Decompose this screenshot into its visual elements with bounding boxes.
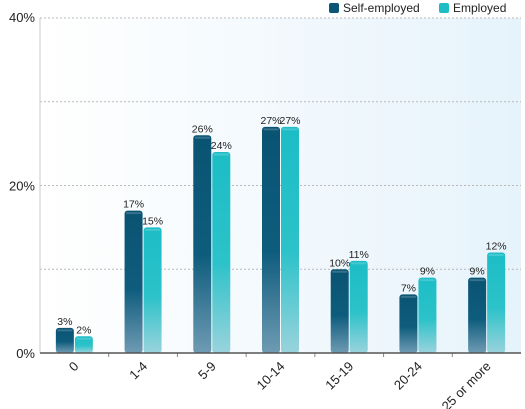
bar-rect bbox=[418, 277, 437, 353]
legend-employed: Employed bbox=[439, 1, 506, 15]
bar-employed: 11% bbox=[349, 249, 369, 353]
x-tick-label: 5-9 bbox=[195, 359, 219, 383]
bar-highlight bbox=[282, 128, 298, 131]
bar-employed: 24% bbox=[211, 140, 232, 353]
x-tick-label: 1-4 bbox=[126, 359, 150, 383]
legend-self-employed: Self-employed bbox=[329, 1, 420, 15]
bar-highlight bbox=[194, 136, 210, 139]
data-label: 27% bbox=[260, 115, 281, 127]
bar-highlight bbox=[145, 228, 161, 231]
bar-rect bbox=[212, 152, 231, 353]
bar-rect bbox=[349, 260, 368, 353]
data-label: 10% bbox=[329, 257, 350, 269]
legend-label: Self-employed bbox=[343, 1, 420, 15]
x-tick-label: 25 or more bbox=[439, 359, 494, 409]
bar-highlight bbox=[419, 279, 435, 282]
bar-self-employed: 7% bbox=[399, 282, 418, 353]
bar-employed: 2% bbox=[74, 324, 93, 353]
bar-rect bbox=[487, 252, 506, 353]
data-label: 2% bbox=[76, 324, 91, 336]
bar-highlight bbox=[57, 329, 73, 332]
bar-self-employed: 27% bbox=[260, 115, 282, 353]
bar-self-employed: 26% bbox=[192, 123, 213, 353]
x-tick-label: 0 bbox=[66, 359, 82, 375]
bars: 3% 2% 17% 15% 26% 24% 27%27% 10%11% 7% 9% 9% 12% bbox=[55, 115, 507, 353]
legend-label: Employed bbox=[453, 1, 506, 15]
data-label: 24% bbox=[211, 140, 232, 152]
data-label: 11% bbox=[349, 249, 369, 261]
bar-highlight bbox=[351, 262, 367, 265]
data-label: 3% bbox=[57, 316, 72, 328]
bar-highlight bbox=[332, 270, 348, 273]
bar-rect bbox=[330, 269, 349, 353]
bar-rect bbox=[468, 277, 487, 353]
bar-employed: 12% bbox=[486, 241, 507, 353]
legend: Self-employed Employed bbox=[329, 1, 506, 15]
bar-rect bbox=[281, 126, 299, 353]
bar-highlight bbox=[76, 337, 92, 340]
x-tick-label: 15-19 bbox=[322, 359, 356, 393]
bar-highlight bbox=[469, 279, 485, 282]
bar-highlight bbox=[126, 212, 142, 215]
bar-rect bbox=[143, 227, 162, 353]
data-label: 12% bbox=[486, 241, 507, 253]
x-tick-label: 20-24 bbox=[391, 359, 425, 393]
gridlines bbox=[40, 17, 521, 270]
bar-rect bbox=[124, 210, 143, 353]
x-tick-label: 10-14 bbox=[254, 359, 288, 393]
bar-rect bbox=[262, 126, 280, 353]
bar-self-employed: 3% bbox=[55, 316, 74, 353]
bar-self-employed: 10% bbox=[329, 257, 350, 353]
data-label: 9% bbox=[470, 266, 485, 278]
bar-highlight bbox=[400, 295, 416, 298]
bar-highlight bbox=[213, 153, 229, 156]
y-tick-label: 40% bbox=[9, 10, 35, 25]
data-label: 9% bbox=[420, 266, 435, 278]
bar-rect bbox=[55, 327, 74, 353]
bar-highlight bbox=[263, 128, 279, 131]
data-label: 15% bbox=[142, 215, 163, 227]
legend-swatch bbox=[439, 3, 449, 13]
bar-employed: 9% bbox=[418, 266, 437, 353]
bar-rect bbox=[193, 135, 212, 353]
bar-highlight bbox=[488, 254, 504, 256]
legend-swatch bbox=[329, 3, 339, 13]
y-tick-label: 20% bbox=[9, 179, 35, 194]
bar-self-employed: 17% bbox=[123, 199, 144, 353]
y-tick-label: 0% bbox=[16, 346, 35, 361]
data-label: 17% bbox=[123, 199, 144, 211]
data-label: 26% bbox=[192, 123, 213, 135]
data-label: 7% bbox=[401, 282, 416, 294]
bar-self-employed: 9% bbox=[468, 266, 487, 353]
bar-employed: 15% bbox=[142, 215, 163, 353]
bar-rect bbox=[399, 294, 418, 353]
bar-employed: 27% bbox=[279, 115, 301, 353]
data-label: 27% bbox=[279, 115, 300, 127]
bar-rect bbox=[74, 336, 93, 353]
